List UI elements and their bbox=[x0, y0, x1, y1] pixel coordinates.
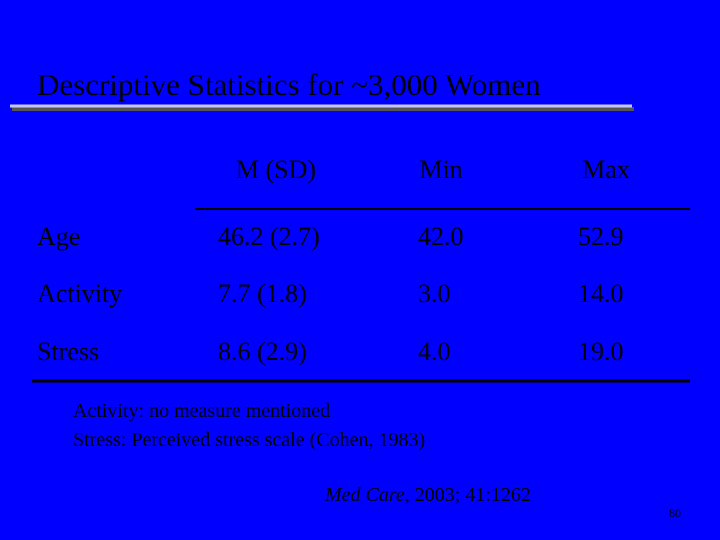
citation: Med Care, 2003; 41:1262 bbox=[324, 484, 531, 506]
table-cell: 8.6 (2.9) bbox=[218, 337, 307, 366]
table-cell: 4.0 bbox=[418, 337, 451, 366]
table-cell: 7.7 (1.8) bbox=[218, 279, 307, 308]
citation-details: , 2003; 41:1262 bbox=[405, 484, 531, 506]
note: Activity: no measure mentioned bbox=[73, 400, 330, 422]
table-cell: 46.2 (2.7) bbox=[218, 222, 320, 251]
header-cell: Max bbox=[582, 155, 630, 184]
table-cell: 42.0 bbox=[418, 222, 464, 251]
table-cell: 14.0 bbox=[578, 279, 624, 308]
table-cell: 19.0 bbox=[578, 337, 624, 366]
header-cell: M (SD) bbox=[236, 155, 316, 184]
row-label: Activity bbox=[37, 279, 122, 308]
table-body: Age 46.2 (2.7) 42.0 52.9 Activity 7.7 (1.8) 3.… bbox=[37, 222, 624, 366]
table-cell: 3.0 bbox=[418, 279, 451, 308]
table-cell: 52.9 bbox=[578, 222, 624, 251]
row-label: Stress bbox=[37, 337, 99, 366]
citation-journal: Med Care bbox=[324, 484, 405, 506]
page-number: 80 bbox=[669, 506, 681, 520]
row-label: Age bbox=[37, 222, 80, 251]
note: Stress: Perceived stress scale (Cohen, 1… bbox=[73, 429, 425, 451]
slide-title: Descriptive Statistics for ~3,000 Women bbox=[37, 67, 541, 102]
header-cell: Min bbox=[419, 155, 462, 184]
